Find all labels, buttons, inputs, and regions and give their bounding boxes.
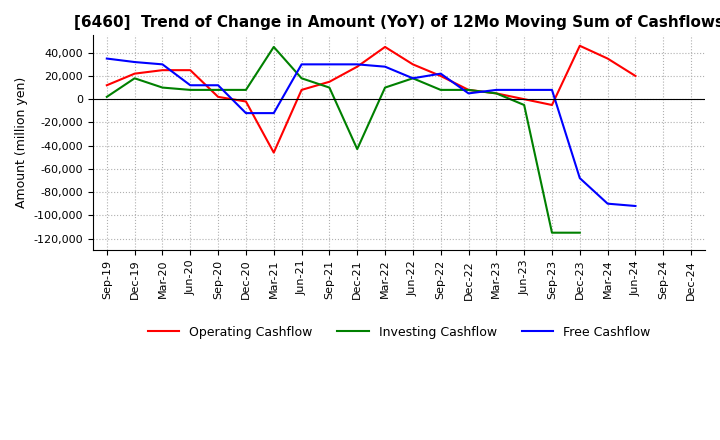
Investing Cashflow [158, 85, 167, 90]
Operating Cashflow [186, 67, 194, 73]
Operating Cashflow [325, 79, 333, 84]
Operating Cashflow [353, 64, 361, 70]
Operating Cashflow [520, 96, 528, 102]
Free Cashflow [102, 56, 111, 61]
Investing Cashflow [575, 230, 584, 235]
Free Cashflow [631, 203, 640, 209]
Operating Cashflow [242, 99, 251, 104]
Y-axis label: Amount (million yen): Amount (million yen) [15, 77, 28, 209]
Investing Cashflow [325, 85, 333, 90]
Investing Cashflow [186, 87, 194, 92]
Operating Cashflow [297, 87, 306, 92]
Operating Cashflow [214, 94, 222, 99]
Free Cashflow [548, 87, 557, 92]
Investing Cashflow [214, 87, 222, 92]
Operating Cashflow [464, 87, 473, 92]
Free Cashflow [353, 62, 361, 67]
Investing Cashflow [130, 76, 139, 81]
Investing Cashflow [242, 87, 251, 92]
Free Cashflow [520, 87, 528, 92]
Operating Cashflow [575, 43, 584, 48]
Free Cashflow [464, 91, 473, 96]
Free Cashflow [603, 201, 612, 206]
Investing Cashflow [269, 44, 278, 50]
Line: Free Cashflow: Free Cashflow [107, 59, 636, 206]
Operating Cashflow [631, 73, 640, 79]
Operating Cashflow [158, 67, 167, 73]
Investing Cashflow [297, 76, 306, 81]
Investing Cashflow [464, 87, 473, 92]
Investing Cashflow [408, 76, 417, 81]
Investing Cashflow [492, 91, 500, 96]
Free Cashflow [186, 83, 194, 88]
Free Cashflow [158, 62, 167, 67]
Free Cashflow [575, 176, 584, 181]
Operating Cashflow [102, 83, 111, 88]
Operating Cashflow [381, 44, 390, 50]
Investing Cashflow [520, 103, 528, 108]
Free Cashflow [130, 59, 139, 65]
Investing Cashflow [548, 230, 557, 235]
Free Cashflow [325, 62, 333, 67]
Operating Cashflow [436, 73, 445, 79]
Operating Cashflow [548, 103, 557, 108]
Operating Cashflow [603, 56, 612, 61]
Investing Cashflow [353, 147, 361, 152]
Operating Cashflow [269, 150, 278, 155]
Line: Investing Cashflow: Investing Cashflow [107, 47, 580, 233]
Operating Cashflow [130, 71, 139, 76]
Line: Operating Cashflow: Operating Cashflow [107, 46, 636, 153]
Free Cashflow [242, 110, 251, 116]
Legend: Operating Cashflow, Investing Cashflow, Free Cashflow: Operating Cashflow, Investing Cashflow, … [143, 321, 655, 344]
Free Cashflow [436, 71, 445, 76]
Free Cashflow [214, 83, 222, 88]
Free Cashflow [269, 110, 278, 116]
Operating Cashflow [492, 91, 500, 96]
Investing Cashflow [102, 94, 111, 99]
Free Cashflow [297, 62, 306, 67]
Operating Cashflow [408, 62, 417, 67]
Free Cashflow [381, 64, 390, 70]
Investing Cashflow [436, 87, 445, 92]
Title: [6460]  Trend of Change in Amount (YoY) of 12Mo Moving Sum of Cashflows: [6460] Trend of Change in Amount (YoY) o… [74, 15, 720, 30]
Investing Cashflow [381, 85, 390, 90]
Free Cashflow [408, 76, 417, 81]
Free Cashflow [492, 87, 500, 92]
